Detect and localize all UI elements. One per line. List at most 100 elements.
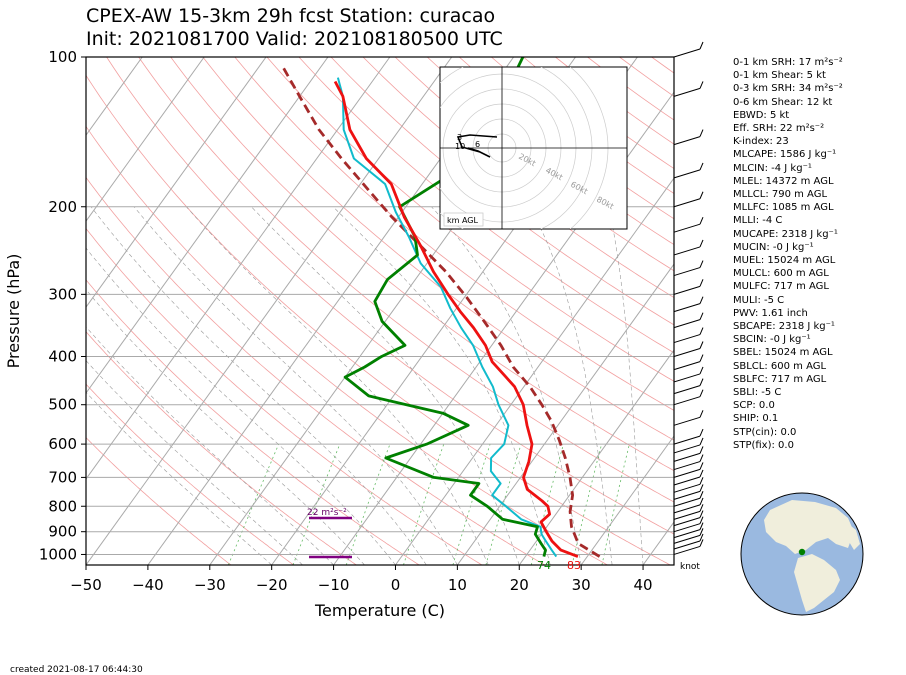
- wind-barb: [673, 540, 701, 550]
- hodograph-trace: [456, 134, 498, 158]
- wind-barb-flag: [699, 81, 704, 89]
- mixing-ratio-line: [571, 444, 602, 565]
- wind-barb: [673, 444, 701, 454]
- x-tick-label: 0: [391, 576, 401, 594]
- sounding-index-item: MULI: -5 C: [733, 294, 785, 306]
- wind-barb: [673, 334, 701, 344]
- wind-barb-flag: [699, 469, 704, 478]
- sounding-index-item: K-index: 23: [733, 136, 789, 148]
- wind-barb-flag: [699, 327, 704, 335]
- sounding-index-item: MLCIN: -4 J kg⁻¹: [733, 162, 812, 174]
- dry-adiabat: [394, 57, 674, 272]
- x-tick-label: −10: [318, 576, 350, 594]
- sounding-index-item: SBCAPE: 2318 J kg⁻¹: [733, 321, 835, 332]
- wind-barb: [673, 510, 701, 520]
- dry-adiabat: [86, 437, 232, 565]
- wind-barb-flag: [699, 41, 704, 50]
- wind-barb: [673, 223, 701, 233]
- x-tick-label: 20: [510, 576, 529, 594]
- wind-barb: [673, 303, 701, 313]
- x-tick-label: −50: [70, 576, 102, 594]
- sounding-index-item: MLLI: -4 C: [733, 215, 783, 227]
- sounding-index-item: STP(cin): 0.0: [733, 426, 797, 438]
- globe-locator-map: [740, 492, 864, 616]
- x-tick-label: 40: [634, 576, 653, 594]
- y-tick-label: 600: [48, 435, 77, 453]
- sounding-index-item: 0-6 km Shear: 12 kt: [733, 96, 833, 108]
- wind-barb-flag: [699, 462, 704, 470]
- wind-barb-flag: [699, 260, 704, 268]
- sounding-index-item: MULFC: 717 m AGL: [733, 281, 829, 293]
- dry-adiabat: [330, 57, 674, 326]
- moist-adiabat: [90, 206, 427, 565]
- dry-adiabat: [362, 57, 674, 299]
- sounding-index-item: MUCAPE: 2318 J kg⁻¹: [733, 228, 838, 240]
- sounding-index-item: SCP: 0.0: [733, 400, 775, 412]
- wind-barb-flag: [699, 162, 704, 171]
- wind-barb: [673, 468, 701, 478]
- wind-barb-flag: [699, 504, 704, 512]
- sounding-index-item: MLCAPE: 1586 J kg⁻¹: [733, 149, 837, 161]
- srh-label: 22 m²s⁻²: [307, 508, 347, 518]
- wind-barb-flag: [699, 341, 704, 349]
- sounding-index-item: Eff. SRH: 22 m²s⁻²: [733, 123, 825, 134]
- south-america-land: [794, 554, 840, 612]
- dry-adiabat: [86, 279, 420, 565]
- wind-barb-flag: [699, 533, 704, 542]
- y-tick-label: 900: [48, 523, 77, 541]
- x-axis-label: Temperature (C): [314, 601, 445, 620]
- wind-barb-flag: [699, 522, 704, 530]
- wind-barb: [673, 136, 701, 146]
- sounding-index-item: 0-1 km SRH: 17 m²s⁻²: [733, 57, 843, 68]
- moist-adiabat: [133, 206, 458, 565]
- y-axis-label: Pressure (hPa): [4, 254, 23, 369]
- north-america-land: [764, 500, 854, 554]
- wind-barb-flag: [699, 279, 704, 287]
- wind-barb-flag: [699, 296, 704, 304]
- sounding-index-item: SBLFC: 717 m AGL: [733, 373, 827, 385]
- wind-barb-flag: [699, 477, 704, 485]
- wind-barb: [673, 319, 701, 329]
- sounding-index-item: MLEL: 14372 m AGL: [733, 175, 834, 187]
- sounding-index-item: SBEL: 15024 m AGL: [733, 347, 833, 359]
- wind-barb: [673, 87, 701, 97]
- y-tick-label: 100: [48, 48, 77, 66]
- created-timestamp: created 2021-08-17 06:44:30: [10, 665, 143, 675]
- wind-barb: [673, 267, 701, 277]
- mixing-ratio-line: [601, 444, 630, 565]
- y-tick-label: 200: [48, 198, 77, 216]
- parcel-profile-line: [281, 66, 601, 558]
- wind-barb-flag: [699, 389, 704, 397]
- wind-barb-flag: [699, 191, 704, 199]
- hodograph: 3 10 6 20kt 40kt 60kt 80kt km AGL: [439, 66, 628, 230]
- y-tick-label: 300: [48, 285, 77, 303]
- moist-adiabat: [86, 326, 334, 565]
- wind-barb-flag: [699, 216, 704, 225]
- sounding-index-item: SBCIN: -0 J kg⁻¹: [733, 334, 811, 346]
- dry-adiabat: [86, 227, 483, 565]
- wind-barb: [673, 461, 701, 471]
- isotherm: [456, 263, 674, 565]
- dry-adiabat: [86, 176, 545, 565]
- wind-barb: [673, 285, 701, 295]
- y-tick-label: 700: [48, 468, 77, 486]
- wind-barb-flag: [699, 428, 704, 437]
- isotherm: [333, 91, 674, 565]
- moist-adiabat: [186, 206, 489, 565]
- wind-barb-flag: [699, 312, 704, 320]
- wind-barb: [673, 361, 701, 371]
- dry-adiabat: [106, 57, 674, 535]
- wind-barb-flag: [699, 410, 704, 418]
- mixing-ratio-line: [228, 443, 280, 565]
- sounding-index-item: 0-1 km Shear: 5 kt: [733, 70, 826, 82]
- moist-adiabat: [86, 360, 303, 565]
- wind-barb: [673, 246, 701, 256]
- wind-barb: [673, 523, 701, 533]
- sounding-index-item: SHIP: 0.1: [733, 413, 779, 425]
- x-tick-label: −40: [132, 576, 164, 594]
- moist-adiabat: [86, 247, 396, 565]
- wind-barb-flag: [699, 354, 704, 362]
- x-tick-label: 30: [572, 576, 591, 594]
- moist-adiabat: [251, 206, 520, 565]
- sounding-index-item: SBLCL: 600 m AGL: [733, 360, 827, 372]
